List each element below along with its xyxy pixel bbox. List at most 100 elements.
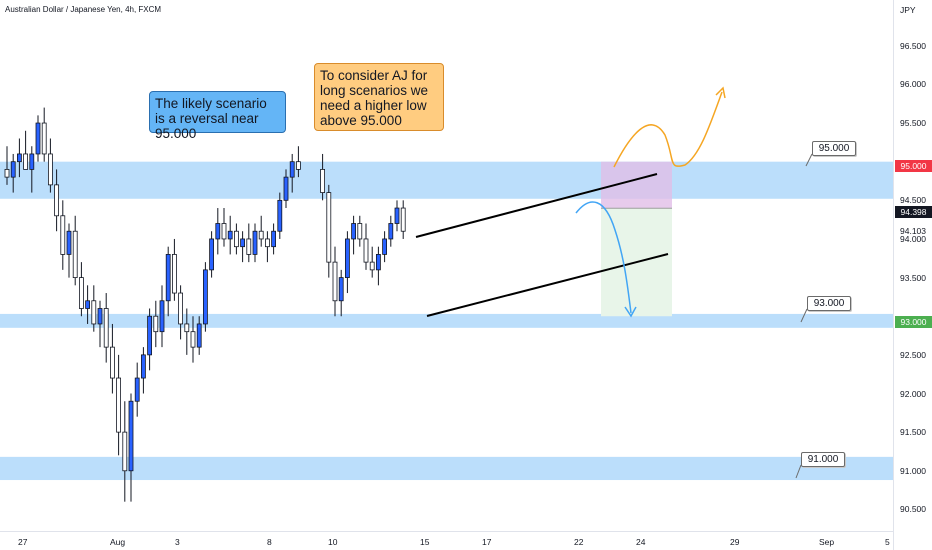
candle-body bbox=[326, 192, 332, 263]
zone-resistance-0 bbox=[0, 161, 893, 199]
candle-body bbox=[320, 169, 326, 193]
candle-body bbox=[41, 122, 47, 155]
candle-body bbox=[23, 153, 29, 170]
level-label-95[interactable]: 95.000 bbox=[812, 141, 856, 156]
candle-body bbox=[209, 238, 215, 271]
time-tick-label: 29 bbox=[730, 537, 740, 547]
zone-support-2 bbox=[0, 456, 893, 481]
candle-body bbox=[85, 300, 90, 309]
candle-body bbox=[271, 230, 277, 248]
candle-body bbox=[363, 238, 369, 263]
price-tick-label: 92.500 bbox=[900, 349, 926, 360]
time-tick-label: 3 bbox=[175, 537, 180, 547]
candle-body bbox=[400, 207, 406, 232]
candle-body bbox=[103, 308, 109, 348]
callout-likely-scenario[interactable]: The likely scenario is a reversal near 9… bbox=[149, 91, 286, 141]
candle-body bbox=[66, 230, 72, 255]
current-price-tag: 94.398 bbox=[895, 206, 932, 218]
level-label-pointer bbox=[800, 308, 808, 323]
candle-body bbox=[277, 199, 283, 232]
candle-body bbox=[357, 223, 363, 240]
channel-upper-line bbox=[415, 173, 658, 238]
target-price-tag: 93.000 bbox=[895, 316, 932, 328]
candle-body bbox=[240, 238, 246, 248]
candle-body bbox=[233, 230, 239, 248]
candle-body bbox=[159, 300, 165, 333]
candle-body bbox=[116, 377, 121, 433]
candle-body bbox=[79, 277, 84, 309]
candle-body bbox=[338, 277, 344, 302]
level-label-91[interactable]: 91.000 bbox=[801, 452, 845, 467]
candle-body bbox=[165, 254, 171, 302]
candle-body bbox=[215, 223, 221, 240]
channel-lower-line bbox=[426, 253, 669, 317]
price-tick-label: 94.103 bbox=[900, 225, 926, 236]
price-tick-label: 96.000 bbox=[900, 79, 926, 90]
price-tick-label: 93.500 bbox=[900, 272, 926, 283]
candle-body bbox=[344, 238, 350, 278]
candle-body bbox=[29, 153, 35, 170]
resistance-price-tag: 95.000 bbox=[895, 160, 932, 172]
candle-body bbox=[196, 323, 202, 348]
time-tick-label: 5 bbox=[885, 537, 890, 547]
candle-body bbox=[171, 254, 177, 294]
candle-body bbox=[283, 176, 289, 201]
candle-body bbox=[4, 169, 10, 178]
price-tick-label: 94.500 bbox=[900, 195, 926, 206]
candle-body bbox=[178, 292, 184, 325]
candle-body bbox=[394, 207, 400, 224]
bearish-arrowhead bbox=[624, 306, 637, 318]
candle-body bbox=[221, 223, 227, 240]
currency-label: JPY bbox=[900, 5, 916, 15]
candle-body bbox=[91, 300, 97, 325]
time-tick-label: 22 bbox=[574, 537, 584, 547]
candle-body bbox=[369, 261, 375, 271]
candle-body bbox=[382, 238, 388, 255]
candle-body bbox=[332, 261, 338, 302]
candle-body bbox=[252, 230, 258, 255]
price-tick-label: 91.000 bbox=[900, 465, 926, 476]
bullish-arrowhead bbox=[715, 86, 726, 99]
candle-body bbox=[246, 238, 252, 255]
time-tick-label: 8 bbox=[267, 537, 272, 547]
candle-body bbox=[122, 431, 128, 472]
time-tick-label: Sep bbox=[819, 537, 835, 547]
time-tick-label: 15 bbox=[420, 537, 430, 547]
price-tick-label: 96.500 bbox=[900, 40, 926, 51]
callout-long-condition[interactable]: To consider AJ for long scenarios we nee… bbox=[314, 63, 444, 131]
candle-body bbox=[147, 315, 153, 356]
candle-body bbox=[190, 331, 196, 348]
level-label-pointer bbox=[795, 464, 802, 479]
candle-body bbox=[10, 161, 16, 178]
candle-body bbox=[153, 315, 159, 333]
candle-body bbox=[134, 377, 140, 402]
price-tick-label: 90.500 bbox=[900, 504, 926, 515]
candle-body bbox=[128, 400, 134, 472]
candle-body bbox=[375, 254, 381, 271]
time-tick-label: 17 bbox=[482, 537, 492, 547]
candle-body bbox=[72, 230, 78, 278]
price-tick-label: 95.500 bbox=[900, 118, 926, 129]
candle-body bbox=[258, 230, 264, 240]
candle-body bbox=[295, 161, 301, 170]
candle-body bbox=[54, 184, 59, 217]
candle-body bbox=[264, 238, 270, 248]
candle-body bbox=[97, 308, 103, 325]
time-axis-border bbox=[0, 531, 893, 532]
price-axis-border bbox=[893, 0, 894, 550]
price-tick-label: 94.000 bbox=[900, 233, 926, 244]
candle-body bbox=[35, 122, 41, 155]
candle-body bbox=[140, 354, 146, 379]
candle-body bbox=[110, 346, 115, 379]
candle-body bbox=[184, 323, 190, 333]
chart-title: Australian Dollar / Japanese Yen, 4h, FX… bbox=[5, 5, 162, 14]
level-label-93[interactable]: 93.000 bbox=[807, 296, 851, 311]
candle-body bbox=[16, 153, 22, 163]
time-tick-label: 24 bbox=[636, 537, 646, 547]
level-label-pointer bbox=[805, 153, 813, 167]
price-tick-label: 91.500 bbox=[900, 427, 926, 438]
bearish-projection-path bbox=[575, 201, 632, 314]
candle-body bbox=[48, 153, 53, 186]
